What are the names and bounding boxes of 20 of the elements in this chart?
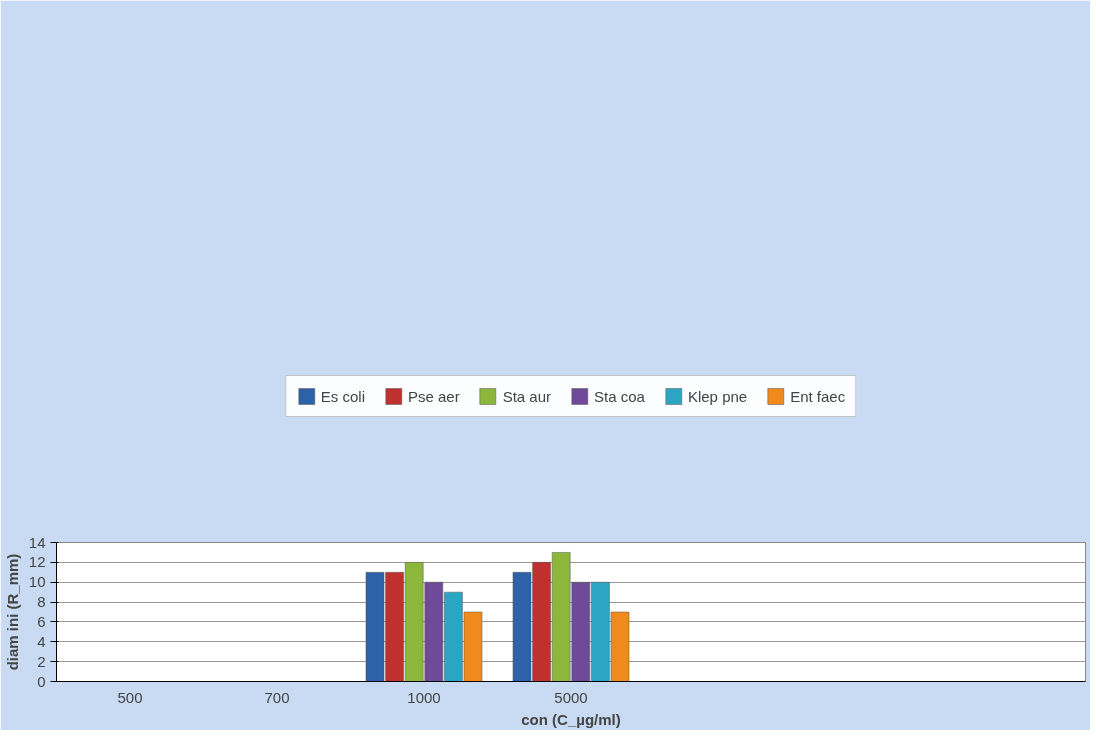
legend-label: Sta aur bbox=[502, 387, 552, 405]
y-axis-title: diam ini (R_mm) bbox=[3, 553, 21, 671]
y-tick-label: 14 bbox=[28, 533, 46, 551]
y-tick-label: 4 bbox=[37, 632, 46, 650]
y-tick-label: 0 bbox=[37, 672, 46, 690]
y-tick-label: 6 bbox=[37, 612, 46, 630]
x-axis-title: con (C_µg/ml) bbox=[521, 710, 621, 728]
legend-label: Sta coa bbox=[594, 387, 645, 405]
x-tick-label: 5000 bbox=[554, 688, 588, 706]
legend-label: Ent faec bbox=[790, 387, 846, 405]
legend-label: Klep pne bbox=[687, 387, 748, 405]
legend-label: Es coli bbox=[320, 387, 365, 405]
x-tick-label: 500 bbox=[117, 688, 143, 706]
y-tick-label: 8 bbox=[37, 593, 46, 611]
legend-label: Pse aer bbox=[407, 387, 460, 405]
y-tick-label: 12 bbox=[28, 553, 46, 571]
x-tick-label: 700 bbox=[264, 688, 290, 706]
y-tick-label: 2 bbox=[37, 652, 46, 670]
x-tick-label: 1000 bbox=[407, 688, 441, 706]
y-tick-label: 10 bbox=[28, 573, 46, 591]
